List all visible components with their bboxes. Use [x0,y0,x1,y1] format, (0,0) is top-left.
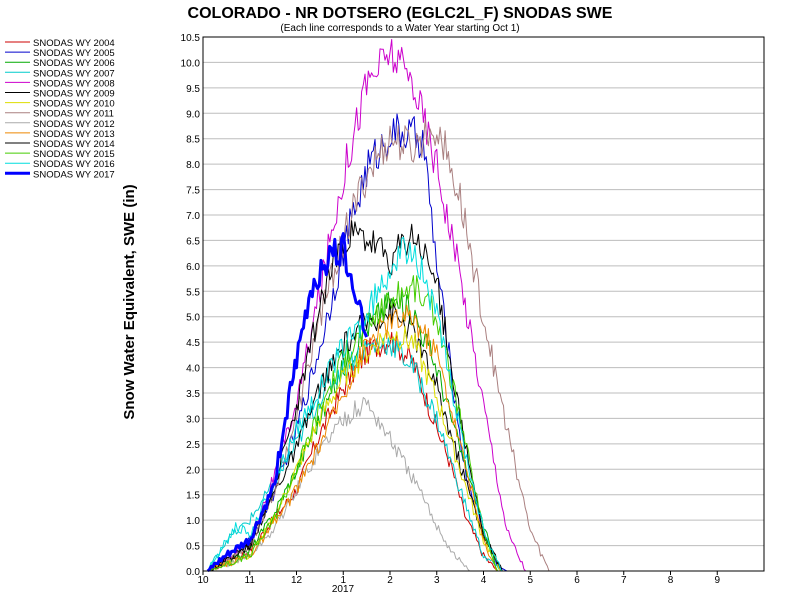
y-tick-label: 9.0 [186,109,200,120]
legend-label: SNODAS WY 2009 [33,89,115,100]
y-tick-label: 0.5 [186,542,200,553]
x-tick-label: 8 [668,575,674,586]
legend-label: SNODAS WY 2017 [33,169,115,180]
x-tick-label: 2 [387,575,393,586]
x-tick-label: 10 [197,575,209,586]
series-line [206,232,368,573]
legend-label: SNODAS WY 2007 [33,68,115,79]
y-tick-label: 3.5 [186,389,200,400]
x-tick-label: 3 [434,575,440,586]
legend-label: SNODAS WY 2006 [33,58,115,69]
series-line [207,236,503,572]
y-tick-label: 0.0 [186,567,200,578]
x-tick-label: 11 [245,575,256,586]
x-tick-label: 4 [481,575,487,586]
y-tick-label: 4.5 [186,338,200,349]
y-tick-label: 5.0 [186,313,200,324]
y-tick-label: 6.0 [186,262,200,273]
x-tick-label: 7 [621,575,627,586]
y-tick-label: 3.0 [186,414,200,425]
x-tick-label: 9 [714,575,720,586]
y-tick-label: 5.5 [186,287,200,298]
y-tick-label: 4.0 [186,364,200,375]
x-tick-label: 12 [291,575,303,586]
legend-label: SNODAS WY 2010 [33,99,115,110]
y-tick-label: 1.0 [186,516,200,527]
series-lines [206,39,764,573]
x-axis-year-label: 2017 [332,584,355,595]
x-tick-label: 5 [527,575,533,586]
y-tick-label: 7.5 [186,186,200,197]
chart-subtitle: (Each line corresponds to a Water Year s… [280,23,519,34]
series-line [207,220,503,572]
legend-label: SNODAS WY 2015 [33,149,115,160]
y-tick-label: 2.5 [186,440,200,451]
legend-label: SNODAS WY 2016 [33,159,115,170]
x-tick-label: 6 [574,575,580,586]
legend-label: SNODAS WY 2011 [33,109,114,120]
y-tick-label: 1.5 [186,491,200,502]
series-line [207,39,526,572]
y-tick-label: 10.5 [181,33,201,44]
y-tick-label: 8.5 [186,135,200,146]
legend-label: SNODAS WY 2012 [33,119,115,130]
y-tick-label: 7.0 [186,211,200,222]
legend-label: SNODAS WY 2008 [33,78,115,89]
y-tick-label: 8.0 [186,160,200,171]
series-line [207,304,498,572]
series-line [207,337,503,572]
y-axis-ticks: 0.0 0.5 1.0 1.5 2.0 2.5 3.0 3.5 4.0 4.5 5.0 5.5 6.0 6… [181,33,201,578]
y-tick-label: 10.0 [181,58,201,69]
series-line [207,275,498,572]
y-tick-label: 2.0 [186,465,200,476]
chart-title: COLORADO - NR DOTSERO (EGLC2L_F) SNODAS … [188,5,613,22]
y-tick-label: 6.5 [186,236,200,247]
x-axis-ticks: 10 11 12 1 2 3 4 5 6 7 8 9 [197,571,720,586]
y-axis-label: Snow Water Equivalent, SWE (in) [121,184,138,419]
y-tick-label: 9.5 [186,84,200,95]
legend-label: SNODAS WY 2014 [33,139,115,150]
legend-label: SNODAS WY 2005 [33,48,115,59]
legend-label: SNODAS WY 2013 [33,129,115,140]
x-tick-label: 1 [340,575,346,586]
legend-label: SNODAS WY 2004 [33,38,115,49]
